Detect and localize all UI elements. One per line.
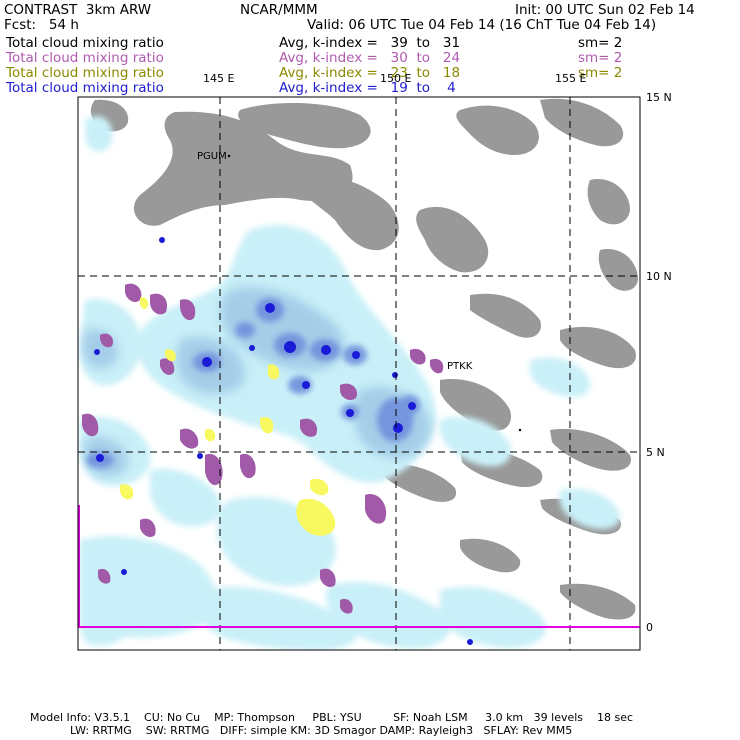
field-4-name: Total cloud mixing ratio — [6, 80, 164, 96]
station-pgum: PGUM — [197, 151, 227, 162]
lat-label-10n: 10 N — [646, 270, 672, 283]
station-ptkk: PTKK — [447, 361, 473, 372]
init-time: Init: 00 UTC Sun 02 Feb 14 — [515, 2, 695, 18]
field-1-stat: Avg, k-index = 39 to 31 — [279, 35, 461, 51]
purple-cloud — [82, 283, 444, 614]
model-info-line1: Model Info: V3.5.1 CU: No Cu MP: Thompso… — [30, 711, 634, 724]
yellow-cloud — [120, 297, 336, 536]
coastlines — [227, 154, 522, 432]
center-label: NCAR/MMM — [240, 2, 318, 18]
terrain — [90, 98, 638, 620]
valid-time: Valid: 06 UTC Tue 04 Feb 14 (16 ChT Tue … — [307, 17, 657, 33]
map-frame — [77, 96, 641, 651]
lat-label-0: 0 — [646, 621, 653, 634]
lat-label-15n: 15 N — [646, 91, 672, 104]
lon-label-145: 145 E — [203, 72, 235, 85]
field-2-sm: sm= 2 — [578, 50, 623, 66]
model-info-line2: LW: RRTMG SW: RRTMG DIFF: simple KM: 3D … — [70, 724, 573, 737]
convective-cores — [94, 237, 473, 645]
field-3-name: Total cloud mixing ratio — [6, 65, 164, 81]
field-4-stat: Avg, k-index = 19 to 4 — [279, 80, 456, 96]
lat-label-5n: 5 N — [646, 446, 665, 459]
forecast-hour: Fcst: 54 h — [4, 17, 79, 33]
model-title: CONTRAST 3km ARW — [4, 2, 152, 18]
lon-label-150: 150 E — [380, 72, 412, 85]
field-2-name: Total cloud mixing ratio — [6, 50, 164, 66]
field-1-name: Total cloud mixing ratio — [6, 35, 164, 51]
field-1-sm: sm= 2 — [578, 35, 623, 51]
field-3-stat: Avg, k-index = 23 to 18 — [279, 65, 461, 81]
lon-label-155: 155 E — [555, 72, 587, 85]
field-2-stat: Avg, k-index = 30 to 24 — [279, 50, 461, 66]
field-3-sm: sm= 2 — [578, 65, 623, 81]
